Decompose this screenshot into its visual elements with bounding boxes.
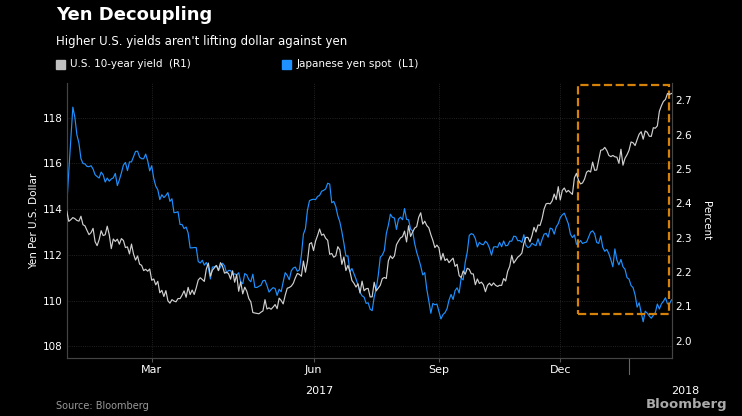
Text: 2018: 2018 [672,386,700,396]
Y-axis label: Yen Per U.S. Dollar: Yen Per U.S. Dollar [29,172,39,269]
Text: Source: Bloomberg: Source: Bloomberg [56,401,148,411]
Text: U.S. 10-year yield  (R1): U.S. 10-year yield (R1) [70,59,191,69]
Y-axis label: Percent: Percent [700,201,711,240]
Text: Higher U.S. yields aren't lifting dollar against yen: Higher U.S. yields aren't lifting dollar… [56,35,347,48]
Text: 2017: 2017 [305,386,333,396]
Text: Yen Decoupling: Yen Decoupling [56,6,212,24]
Text: Bloomberg: Bloomberg [646,398,727,411]
Bar [579,85,669,314]
Text: Japanese yen spot  (L1): Japanese yen spot (L1) [297,59,419,69]
